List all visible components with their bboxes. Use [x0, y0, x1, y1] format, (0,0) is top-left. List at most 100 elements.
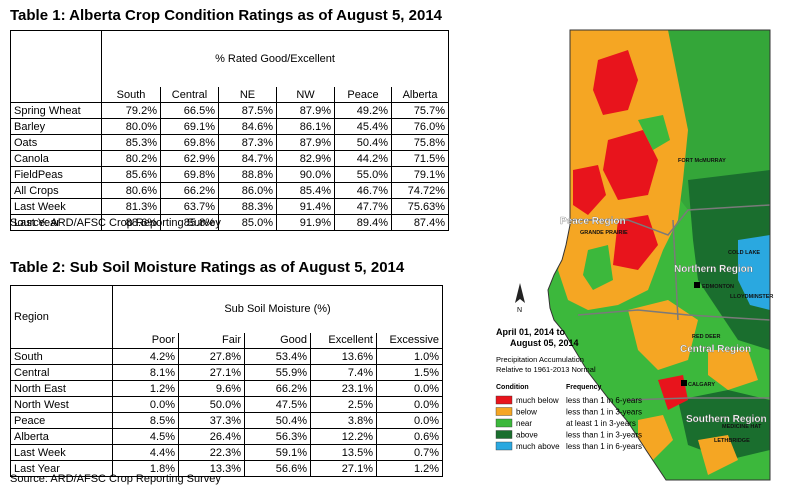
table-cell: 13.6%: [310, 348, 377, 365]
table-cell: 90.0%: [276, 166, 335, 183]
subsoil-moisture-table: Region Sub Soil Moisture (%) Poor Fair Good E…: [10, 284, 444, 477]
table-cell: 3.8%: [310, 412, 377, 429]
table-cell: 22.3%: [178, 444, 245, 461]
table2-column-header: Excessive: [375, 332, 444, 349]
legend-condition: below: [516, 408, 537, 417]
table-cell: 74.72%: [390, 182, 450, 199]
table-cell: 71.5%: [390, 150, 450, 167]
table-row: All Crops 80.6% 66.2% 86.0% 85.4% 46.7% 74.72%: [10, 182, 450, 199]
row-label: North West: [10, 396, 113, 413]
table-cell: 87.5%: [218, 102, 277, 119]
table-cell: 88.3%: [218, 198, 277, 215]
row-label: Spring Wheat: [10, 102, 102, 119]
city-grande-prairie: GRANDE PRAIRIE: [580, 230, 628, 236]
legend-frequency: less than 1 in 6-years: [566, 442, 642, 451]
table-cell: 91.9%: [276, 214, 335, 231]
table-row: Alberta 4.5% 26.4% 56.3% 12.2% 0.6%: [10, 428, 444, 445]
table-cell: 85.4%: [276, 182, 335, 199]
legend-condition: much above: [516, 442, 560, 451]
table-row: Barley 80.0% 69.1% 84.6% 86.1% 45.4% 76.0%: [10, 118, 450, 135]
table-cell: 45.4%: [334, 118, 392, 135]
table-cell: 66.5%: [160, 102, 219, 119]
legend-swatch: [495, 418, 513, 428]
table-cell: 0.7%: [375, 444, 444, 461]
legend-condition: above: [516, 431, 538, 440]
precipitation-map: Peace Region Northern Region Central Reg…: [495, 29, 773, 481]
table-cell: 27.1%: [310, 460, 377, 477]
table-row: Peace 8.5% 37.3% 50.4% 3.8% 0.0%: [10, 412, 444, 429]
table2-source: Source: ARD/AFSC Crop Reporting Survey: [10, 473, 221, 485]
table-cell: 85.6%: [101, 166, 161, 183]
city-medicine-hat: MEDICINE HAT: [722, 424, 762, 430]
table2-row-header: Region: [10, 285, 113, 349]
legend-frequency-header: Frequency: [566, 384, 602, 391]
table1-column-header: NE: [218, 87, 277, 103]
table-cell: 50.0%: [178, 396, 245, 413]
table-cell: 8.1%: [112, 364, 179, 381]
legend-frequency: less than 1 in 3-years: [566, 431, 642, 440]
legend-frequency: less than 1 in 3-years: [566, 408, 642, 417]
city-edmonton: EDMONTON: [702, 284, 734, 290]
table-cell: 87.9%: [276, 102, 335, 119]
row-label: Last Year: [10, 214, 102, 231]
row-label: Canola: [10, 150, 102, 167]
table1-column-header: NW: [276, 87, 335, 103]
table1-source: Source: ARD/AFSC Crop Reporting Survey: [10, 217, 221, 229]
city-fort-mcmurray: FORT McMURRAY: [678, 158, 726, 164]
map-legend: much below less than 1 in 6-years below les…: [495, 395, 642, 451]
table2-group-header: Sub Soil Moisture (%): [111, 284, 444, 333]
table-cell: 80.6%: [101, 182, 161, 199]
table1-column-header: South: [101, 87, 161, 103]
table-cell: 88.8%: [218, 166, 277, 183]
legend-condition: near: [516, 419, 532, 428]
row-label: South: [10, 348, 113, 365]
table-cell: 1.2%: [112, 380, 179, 397]
table-row: Central 8.1% 27.1% 55.9% 7.4% 1.5%: [10, 364, 444, 381]
table-cell: 0.0%: [375, 396, 444, 413]
table-cell: 76.0%: [390, 118, 450, 135]
region-label-northern: Northern Region: [674, 264, 753, 275]
table-cell: 23.1%: [310, 380, 377, 397]
table2-column-header: Poor: [112, 332, 179, 349]
table-cell: 79.2%: [101, 102, 161, 119]
table-row: North East 1.2% 9.6% 66.2% 23.1% 0.0%: [10, 380, 444, 397]
row-label: North East: [10, 380, 113, 397]
table-row: Last Year 1.8% 13.3% 56.6% 27.1% 1.2%: [10, 460, 444, 477]
table-cell: 9.6%: [178, 380, 245, 397]
table1-column-header: Alberta: [390, 87, 450, 103]
row-label: All Crops: [10, 182, 102, 199]
map-subtitle-line2: Relative to 1961-2013 Normal: [496, 365, 596, 374]
table-cell: 50.4%: [244, 412, 311, 429]
table-row: FieldPeas 85.6% 69.8% 88.8% 90.0% 55.0% 79.1%: [10, 166, 450, 183]
table2-column-header: Excellent: [310, 332, 377, 349]
legend-swatch: [495, 441, 513, 451]
legend-frequency: less than 1 in 6-years: [566, 396, 642, 405]
table-cell: 4.2%: [112, 348, 179, 365]
table-cell: 0.0%: [112, 396, 179, 413]
table-cell: 1.0%: [375, 348, 444, 365]
table-cell: 2.5%: [310, 396, 377, 413]
table-cell: 1.8%: [112, 460, 179, 477]
table-cell: 7.4%: [310, 364, 377, 381]
table-cell: 75.63%: [390, 198, 450, 215]
legend-condition-header: Condition: [496, 384, 529, 391]
table-cell: 27.1%: [178, 364, 245, 381]
table-cell: 85.3%: [101, 134, 161, 151]
table2-column-header: Fair: [178, 332, 245, 349]
table-cell: 37.3%: [178, 412, 245, 429]
table-cell: 63.7%: [160, 198, 219, 215]
legend-condition: much below: [516, 396, 559, 405]
table-cell: 85.0%: [218, 214, 277, 231]
legend-swatch: [495, 395, 513, 405]
table-row: Last Year 88.6% 85.8% 85.0% 91.9% 89.4% 87.4%: [10, 214, 450, 231]
row-label: Last Week: [10, 444, 113, 461]
table-cell: 55.9%: [244, 364, 311, 381]
table-cell: 69.8%: [160, 134, 219, 151]
table-cell: 69.8%: [160, 166, 219, 183]
crop-condition-table: % Rated Good/Excellent South Central NE NW Pe…: [10, 30, 450, 231]
table-cell: 89.4%: [334, 214, 392, 231]
table-cell: 1.5%: [375, 364, 444, 381]
table-cell: 87.4%: [390, 214, 450, 231]
table-row: South 4.2% 27.8% 53.4% 13.6% 1.0%: [10, 348, 444, 365]
table-cell: 46.7%: [334, 182, 392, 199]
